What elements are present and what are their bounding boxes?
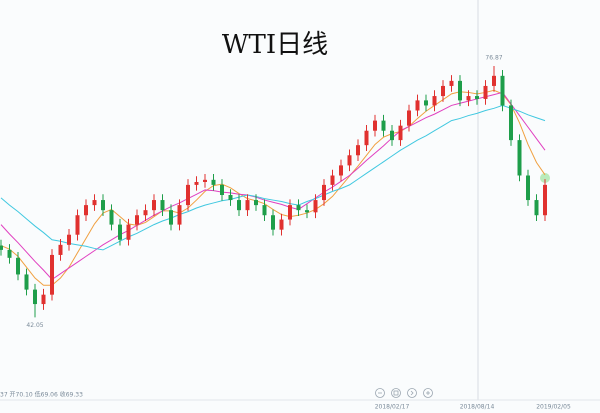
toolbar bbox=[375, 388, 433, 398]
moving-average-line bbox=[0, 104, 546, 251]
candle-body bbox=[313, 200, 318, 213]
candle-body bbox=[237, 200, 241, 211]
candle-body bbox=[322, 184, 326, 201]
candle-body bbox=[492, 75, 496, 86]
candle-body bbox=[390, 130, 394, 141]
x-tick-label: 2018/02/17 bbox=[375, 404, 410, 411]
x-tick-label: 2018/08/14 bbox=[460, 404, 495, 411]
candle-body bbox=[441, 85, 445, 97]
candle-body bbox=[458, 80, 462, 101]
candle-body bbox=[7, 249, 12, 258]
candle-body bbox=[279, 219, 284, 230]
next-button[interactable] bbox=[407, 388, 417, 398]
candle-body bbox=[67, 234, 71, 245]
candle-body bbox=[466, 96, 471, 101]
candle-body bbox=[203, 179, 207, 182]
candle-body bbox=[339, 165, 343, 176]
candle-body bbox=[364, 130, 369, 146]
candle-body bbox=[373, 120, 377, 131]
chart-title: WTI日线 bbox=[222, 30, 328, 60]
candle-body bbox=[509, 105, 513, 141]
candle-body bbox=[288, 205, 292, 220]
candle-body bbox=[160, 200, 165, 211]
candle-body bbox=[135, 215, 139, 225]
candle-body bbox=[543, 184, 547, 216]
candle-body bbox=[211, 179, 216, 185]
candle-body bbox=[449, 80, 454, 86]
candle-body bbox=[432, 96, 437, 106]
candle-body bbox=[220, 184, 224, 195]
candle-body bbox=[92, 200, 97, 206]
moving-average-line bbox=[0, 91, 546, 281]
candle-body bbox=[356, 145, 360, 156]
candle-body bbox=[152, 200, 156, 211]
candle-body bbox=[169, 210, 173, 225]
candle-body bbox=[0, 245, 3, 250]
candle-body bbox=[84, 205, 88, 216]
candle-body bbox=[16, 257, 20, 275]
candle-body bbox=[475, 96, 479, 99]
candle-body bbox=[254, 200, 258, 206]
candle-body bbox=[407, 110, 411, 126]
min-label: 42.05 bbox=[26, 322, 43, 329]
candle-body bbox=[109, 210, 114, 225]
candle-body bbox=[296, 205, 301, 211]
last-price-glow bbox=[540, 173, 550, 183]
info-text: 37 开70.10 低69.06 收69.33 bbox=[0, 391, 83, 399]
candle-body bbox=[33, 289, 37, 305]
candle-body bbox=[330, 175, 335, 185]
candle-body bbox=[534, 200, 539, 216]
candle-body bbox=[245, 200, 250, 211]
candle-body bbox=[305, 210, 309, 213]
candle-body bbox=[271, 215, 275, 230]
candle-body bbox=[500, 75, 505, 106]
candle-body bbox=[381, 120, 386, 131]
candle-body bbox=[58, 244, 63, 255]
moving-average-line bbox=[0, 89, 546, 286]
prev-button[interactable] bbox=[391, 388, 401, 398]
candle-body bbox=[143, 210, 148, 216]
candle-body bbox=[483, 85, 488, 99]
max-label: 76.87 bbox=[485, 54, 502, 61]
x-tick-label: 2019/02/05 bbox=[536, 404, 571, 411]
candle-body bbox=[186, 184, 190, 206]
candle-body bbox=[398, 125, 403, 141]
candle-body bbox=[347, 155, 352, 166]
zoom-in-button[interactable] bbox=[423, 388, 433, 398]
candle-body bbox=[262, 205, 267, 216]
candle-body bbox=[424, 100, 428, 106]
candle-body bbox=[415, 100, 420, 111]
candle-body bbox=[50, 254, 54, 295]
candle-body bbox=[41, 294, 46, 305]
candle-body bbox=[228, 195, 233, 201]
candle-body bbox=[177, 205, 182, 225]
candle-body bbox=[75, 215, 80, 235]
candle-body bbox=[194, 182, 199, 185]
candle-body bbox=[101, 200, 105, 211]
candle-body bbox=[24, 274, 29, 290]
candle-body bbox=[118, 224, 122, 240]
candle-body bbox=[517, 140, 522, 176]
candle-body bbox=[526, 175, 530, 201]
candle-body bbox=[126, 224, 131, 240]
zoom-out-button[interactable] bbox=[375, 388, 385, 398]
